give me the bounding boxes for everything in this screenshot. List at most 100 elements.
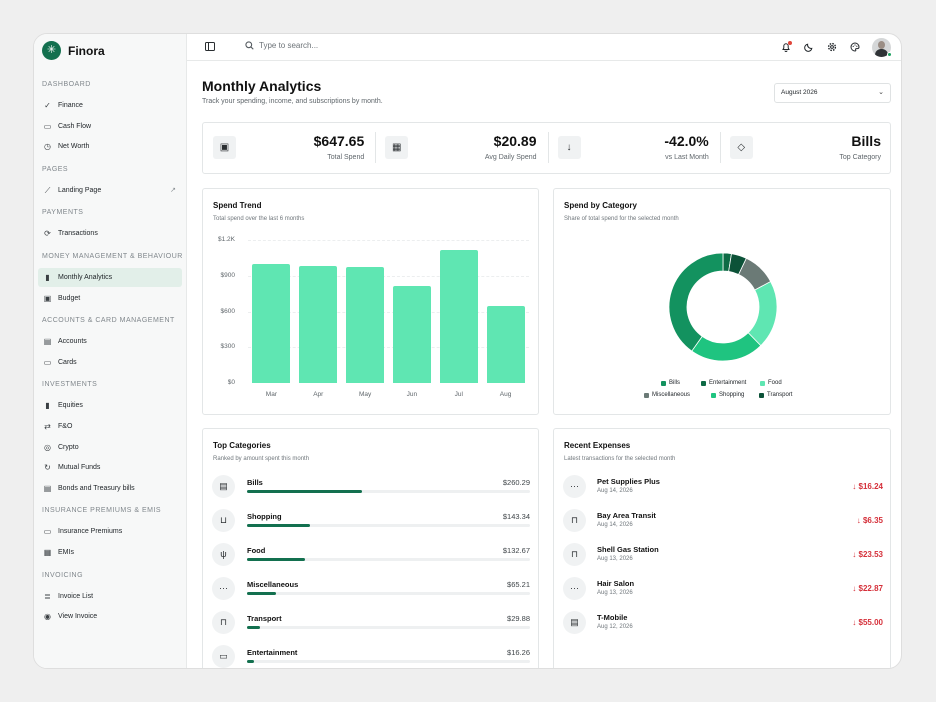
avatar-face: [878, 41, 885, 49]
category-progress-track: [247, 626, 530, 629]
sidebar-item-view-invoice[interactable]: ◉ View Invoice: [38, 607, 182, 626]
legend-item-transport[interactable]: Transport: [759, 392, 792, 398]
legend-item-entertainment[interactable]: Entertainment: [701, 380, 746, 386]
legend-label: Shopping: [719, 392, 745, 398]
category-progress-track: [247, 490, 530, 493]
legend-label: Food: [768, 380, 782, 386]
sidebar-item-invoice-list[interactable]: ≣ Invoice List: [38, 587, 182, 606]
sidebar-item-label: EMIs: [58, 549, 74, 556]
page-title: Monthly Analytics: [202, 78, 322, 94]
sidebar-item-accounts[interactable]: ▤ Accounts: [38, 332, 182, 351]
legend-label: Bills: [669, 380, 681, 386]
brand[interactable]: ✳ Finora: [42, 41, 105, 60]
category-progress-fill: [247, 660, 255, 663]
sidebar-item-landing-page[interactable]: ⟋ Landing Page ↗: [38, 181, 182, 200]
sidebar-item-label: Bonds and Treasury bills: [58, 484, 135, 492]
badge-check-icon: ✓: [44, 101, 51, 110]
app-window: ✳ Finora Dashboard ✓ Finance ▭ Cash Flow ◷ Net…: [33, 33, 902, 669]
search-bar[interactable]: Type to search...: [245, 41, 318, 50]
sidebar-item-label: F&O: [58, 423, 73, 430]
main-content: Monthly Analytics Track your spending, i…: [187, 61, 901, 668]
expense-name: Pet Supplies Plus: [597, 477, 660, 486]
sidebar-item-net-worth[interactable]: ◷ Net Worth: [38, 137, 182, 156]
sidebar-item-label: Cards: [58, 358, 77, 366]
external-link-icon[interactable]: ↗: [170, 187, 176, 195]
sidebar-item-bonds-and-treasury-bills[interactable]: ▤ Bonds and Treasury bills: [38, 479, 182, 498]
category-row[interactable]: ··· Miscellaneous $65.21: [212, 577, 530, 603]
x-tick-label: Jun: [406, 391, 418, 398]
nav-section-title: Accounts & Card Management: [42, 317, 175, 325]
month-select[interactable]: August 2026 ⌄: [774, 83, 891, 103]
legend-item-shopping[interactable]: Shopping: [711, 392, 744, 398]
y-tick-label: $300: [220, 343, 235, 351]
sidebar-item-insurance-premiums[interactable]: ▭ Insurance Premiums: [38, 522, 182, 541]
stat-divider: [375, 132, 377, 163]
gear-icon[interactable]: [826, 42, 837, 53]
palette-icon[interactable]: [849, 42, 860, 53]
coins-icon: ◎: [44, 442, 51, 452]
bar-chart-icon: ▮: [45, 273, 50, 282]
calendar-icon: ▦: [385, 136, 409, 159]
sidebar-item-crypto[interactable]: ◎ Crypto: [38, 438, 182, 457]
category-progress-fill: [247, 558, 306, 561]
legend-item-bills[interactable]: Bills: [661, 380, 680, 386]
bar-may[interactable]: [346, 267, 385, 383]
category-row[interactable]: ▤ Bills $260.29: [212, 475, 530, 501]
expense-name: Hair Salon: [597, 579, 635, 588]
legend-swatch: [661, 380, 666, 386]
sidebar-item-f-o[interactable]: ⇄ F&O: [38, 417, 182, 436]
search-input[interactable]: Type to search...: [259, 41, 319, 50]
sidebar-toggle-icon[interactable]: [205, 42, 215, 51]
sidebar-item-emis[interactable]: ▦ EMIs: [38, 543, 182, 562]
bell-icon[interactable]: [780, 41, 792, 53]
bar-aug[interactable]: [486, 305, 525, 383]
category-progress-fill: [247, 592, 276, 595]
avatar[interactable]: [872, 38, 891, 57]
moon-icon[interactable]: [803, 42, 814, 53]
legend-item-food[interactable]: Food: [760, 380, 782, 386]
sidebar-item-cards[interactable]: ▭ Cards: [38, 353, 182, 372]
nav-section-title: Dashboard: [42, 81, 91, 88]
bar-jul[interactable]: [439, 249, 478, 383]
category-amount: $143.34: [502, 512, 530, 521]
x-tick-label: Jul: [454, 391, 463, 398]
expense-row[interactable]: ▤ T-Mobile Aug 12, 2026 ↓ $55.00: [563, 611, 883, 637]
legend-label: Transport: [767, 392, 793, 398]
legend-swatch: [701, 380, 706, 386]
expense-amount: ↓ $22.87: [852, 584, 883, 593]
expense-row[interactable]: ⊓ Bay Area Transit Aug 14, 2026 ↓ $6.35: [563, 509, 883, 535]
sidebar-item-budget[interactable]: ▣ Budget: [38, 289, 182, 308]
sidebar-item-equities[interactable]: ▮ Equities: [38, 396, 182, 415]
bar-apr[interactable]: [299, 266, 338, 383]
recent-expenses-title: Recent Expenses: [564, 441, 631, 450]
legend-swatch: [644, 392, 649, 398]
refresh-icon: ↻: [44, 463, 51, 473]
donut-slice-food[interactable]: [747, 281, 778, 347]
category-row[interactable]: ⊔ Shopping $143.34: [212, 509, 530, 535]
category-row[interactable]: ▭ Entertainment $16.26: [212, 645, 530, 668]
legend-item-miscellaneous[interactable]: Miscellaneous: [644, 392, 690, 398]
sidebar-item-finance[interactable]: ✓ Finance: [38, 96, 182, 115]
category-progress-track: [247, 558, 530, 561]
sidebar-item-transactions[interactable]: ⟳ Transactions: [38, 224, 182, 243]
category-name: Food: [247, 546, 266, 555]
stats-strip: ▣ $647.65 Total Spend ▦ $20.89 Avg Daily Spen…: [202, 122, 891, 174]
bar-mar[interactable]: [252, 263, 291, 383]
stat-label: Total Spend: [327, 154, 365, 161]
sidebar-item-label: Mutual Funds: [58, 464, 101, 472]
sidebar-item-monthly-analytics[interactable]: ▮ Monthly Analytics: [38, 268, 182, 287]
category-name: Shopping: [247, 512, 282, 521]
expense-row[interactable]: ··· Hair Salon Aug 13, 2026 ↓ $22.87: [563, 577, 883, 603]
receipt-icon: ▤: [563, 611, 586, 634]
bar-jun[interactable]: [392, 286, 431, 383]
category-row[interactable]: ⊓ Transport $29.88: [212, 611, 530, 637]
donut-slice-bills[interactable]: [668, 252, 724, 352]
wallet-icon: ▣: [213, 136, 236, 159]
expense-amount: ↓ $55.00: [852, 618, 883, 627]
expense-row[interactable]: ··· Pet Supplies Plus Aug 14, 2026 ↓ $16.24: [563, 475, 883, 501]
sidebar-item-cash-flow[interactable]: ▭ Cash Flow: [38, 117, 182, 136]
category-progress-fill: [247, 490, 362, 493]
sidebar-item-mutual-funds[interactable]: ↻ Mutual Funds: [38, 458, 182, 477]
category-row[interactable]: ψ Food $132.67: [212, 543, 530, 569]
expense-row[interactable]: ⊓ Shell Gas Station Aug 13, 2026 ↓ $23.53: [563, 543, 883, 569]
